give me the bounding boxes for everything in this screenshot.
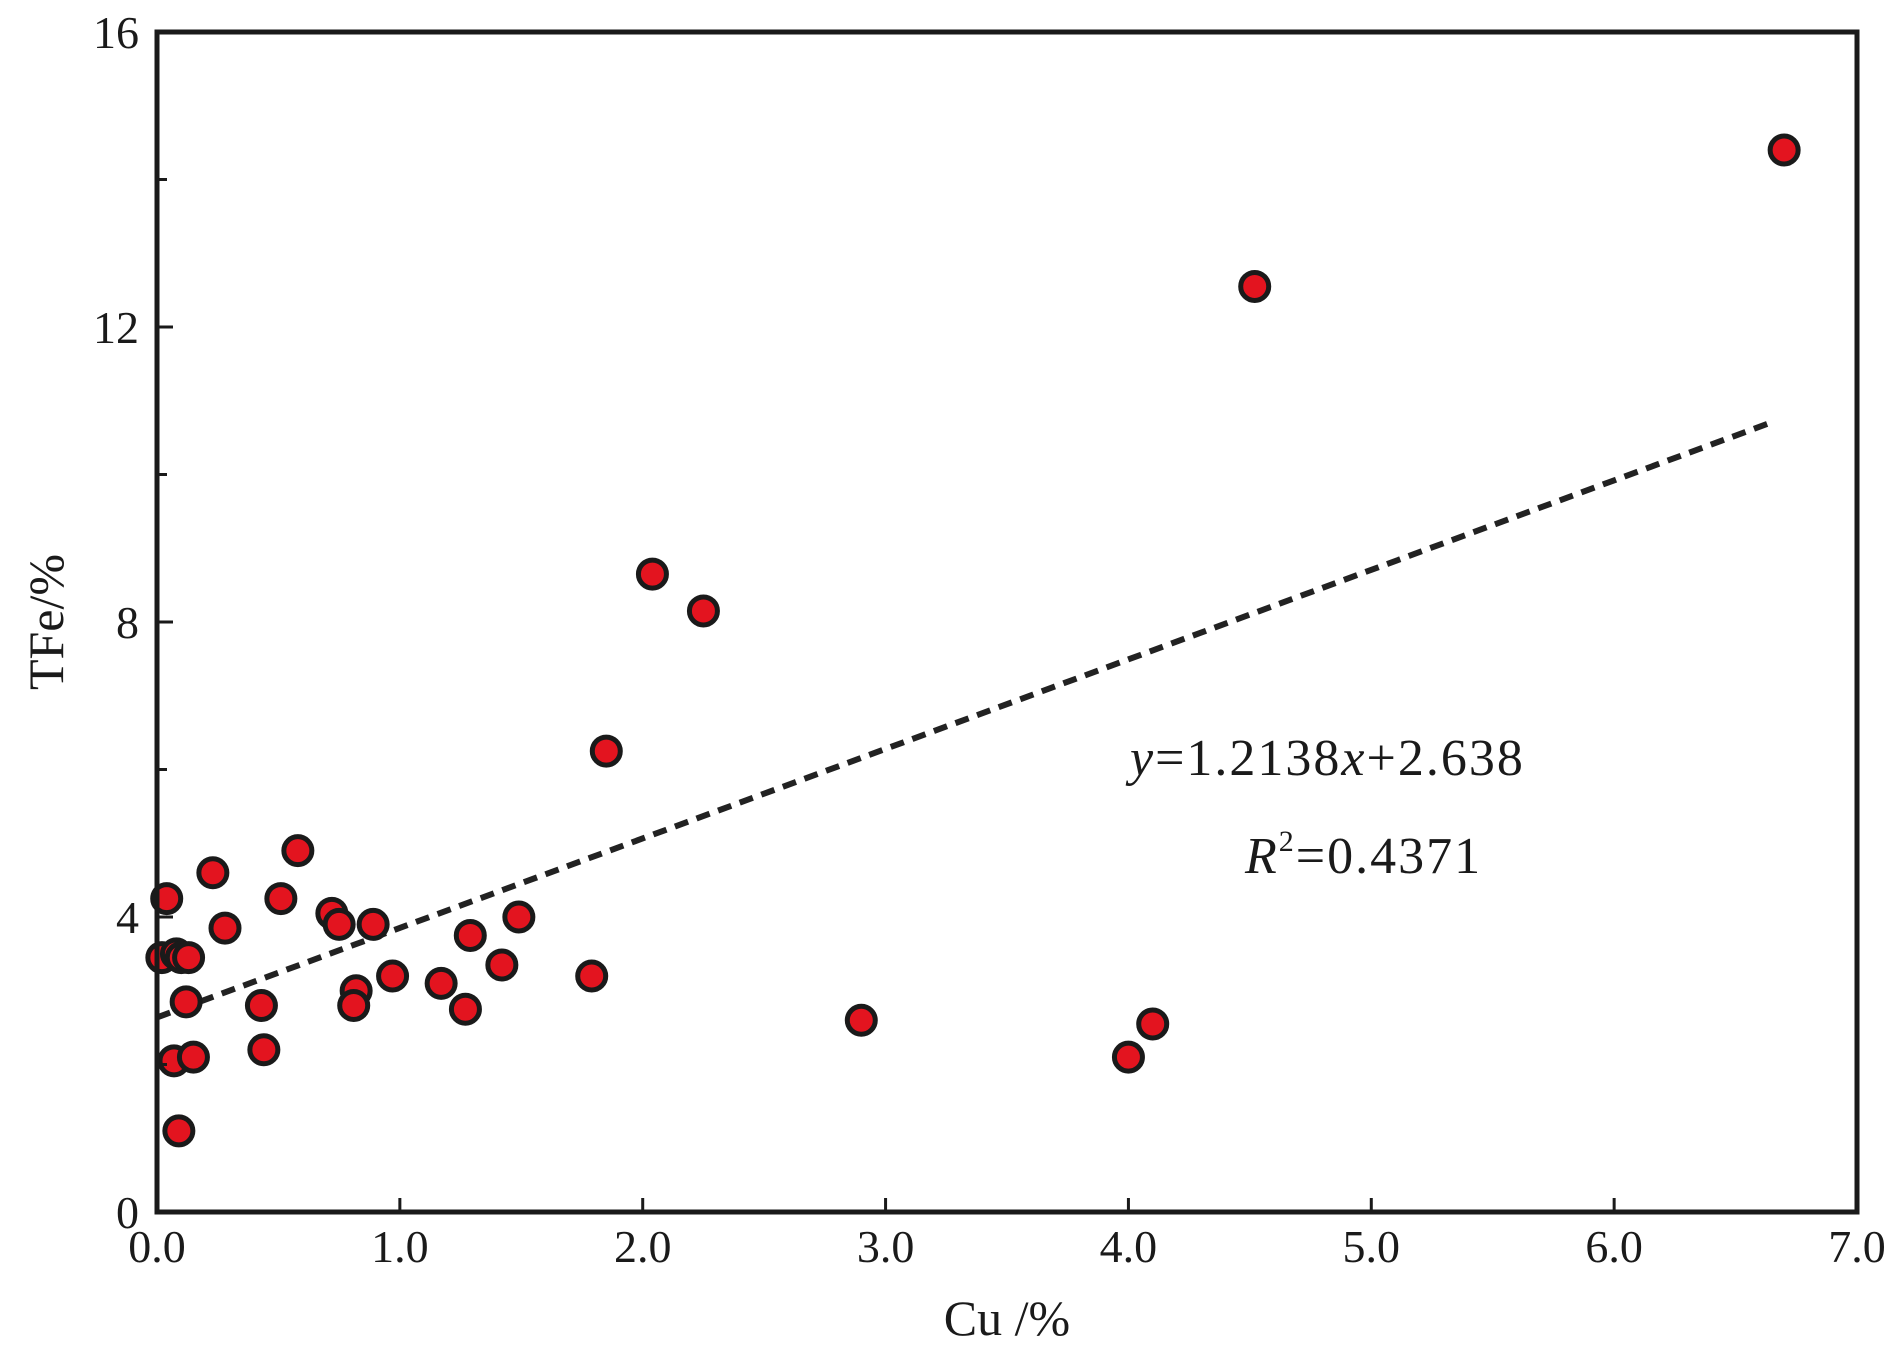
data-point [281, 834, 315, 868]
data-point [169, 985, 203, 1019]
data-point [635, 557, 669, 591]
x-tick-label: 0.0 [128, 1221, 186, 1272]
data-point [502, 900, 536, 934]
data-point [485, 948, 519, 982]
y-tick-label: 4 [116, 892, 139, 943]
r-letter: R [1244, 828, 1279, 885]
x-tick-label: 7.0 [1828, 1221, 1886, 1272]
trendline-layer [155, 419, 1774, 1021]
data-point [264, 882, 298, 916]
data-points [145, 133, 1801, 1148]
data-point [575, 959, 609, 993]
data-point [844, 1003, 878, 1037]
x-axis-label: Cu /% [944, 1290, 1070, 1345]
r-value: =0.4371 [1296, 828, 1482, 885]
data-point [589, 734, 623, 768]
eq-x-var: x [1340, 730, 1366, 787]
y-tick-label: 12 [93, 302, 139, 353]
data-point [176, 1040, 210, 1074]
data-point [322, 907, 356, 941]
data-point [1136, 1007, 1170, 1041]
data-point [424, 966, 458, 1000]
data-point [356, 907, 390, 941]
data-point [1111, 1040, 1145, 1074]
axis-ticks [155, 30, 1859, 1214]
tick-labels: 0.0 1.0 2.0 3.0 4.0 5.0 6.0 7.0 0 4 8 12 16 [93, 7, 1886, 1272]
data-point [247, 1033, 281, 1067]
data-point [448, 992, 482, 1026]
data-point [196, 856, 230, 890]
r-exponent: 2 [1279, 825, 1296, 858]
data-point [376, 959, 410, 993]
data-point [244, 989, 278, 1022]
x-tick-label: 3.0 [857, 1221, 915, 1272]
x-tick-label: 2.0 [614, 1221, 672, 1272]
eq-intercept: +2.638 [1367, 730, 1525, 787]
regression-equation: y=1.2138x+2.638 [1125, 730, 1525, 787]
x-tick-label: 6.0 [1585, 1221, 1643, 1272]
data-point [453, 918, 487, 952]
data-point [162, 1114, 196, 1148]
data-point [686, 594, 720, 628]
x-tick-label: 4.0 [1100, 1221, 1158, 1272]
eq-y-var: y [1125, 730, 1155, 787]
data-point [337, 989, 371, 1022]
data-point [150, 882, 184, 916]
y-tick-label: 0 [116, 1187, 139, 1238]
y-tick-label: 16 [93, 7, 139, 58]
data-point [208, 911, 242, 945]
r-squared-annotation: R2=0.4371 [1244, 825, 1482, 885]
y-tick-label: 8 [116, 597, 139, 648]
data-point [1238, 269, 1272, 303]
x-tick-label: 5.0 [1343, 1221, 1401, 1272]
plot-frame [154, 29, 1860, 1215]
trendline [155, 419, 1774, 1021]
x-tick-label: 1.0 [371, 1221, 429, 1272]
y-axis-label: TFe/% [18, 554, 74, 690]
data-point [172, 941, 206, 975]
eq-slope: =1.2138 [1155, 730, 1341, 787]
data-point [1767, 133, 1801, 167]
